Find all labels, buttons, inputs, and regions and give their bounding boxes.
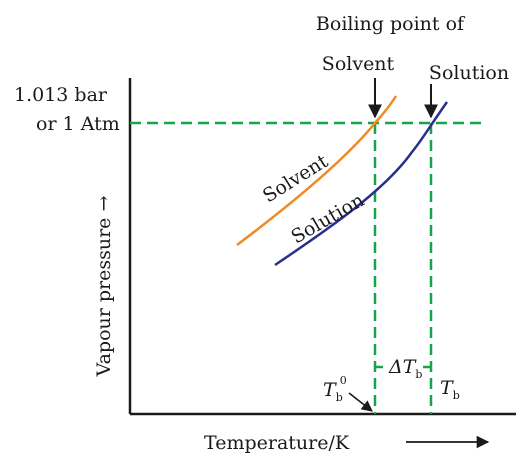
y-axis-label: Vapour pressure → [93,196,115,378]
tb-label: Tb [440,377,460,402]
pressure-label-atm: or 1 Atm [36,113,120,135]
tb0-pointer-arrow [348,392,373,412]
header-label: Boiling point of [316,13,466,35]
pressure-label-bar: 1.013 bar [14,84,108,106]
solvent-curve [236,95,398,246]
solvent-arrow-label: Solvent [322,53,395,75]
tb0-label: Tb0 [323,374,347,404]
x-axis-label: Temperature/K [204,432,350,454]
solution-arrow-label: Solution [429,62,509,84]
solution-curve-label: Solution [288,189,368,248]
delta-tb-label: ΔTb [388,356,422,381]
solution-curve [274,101,449,267]
